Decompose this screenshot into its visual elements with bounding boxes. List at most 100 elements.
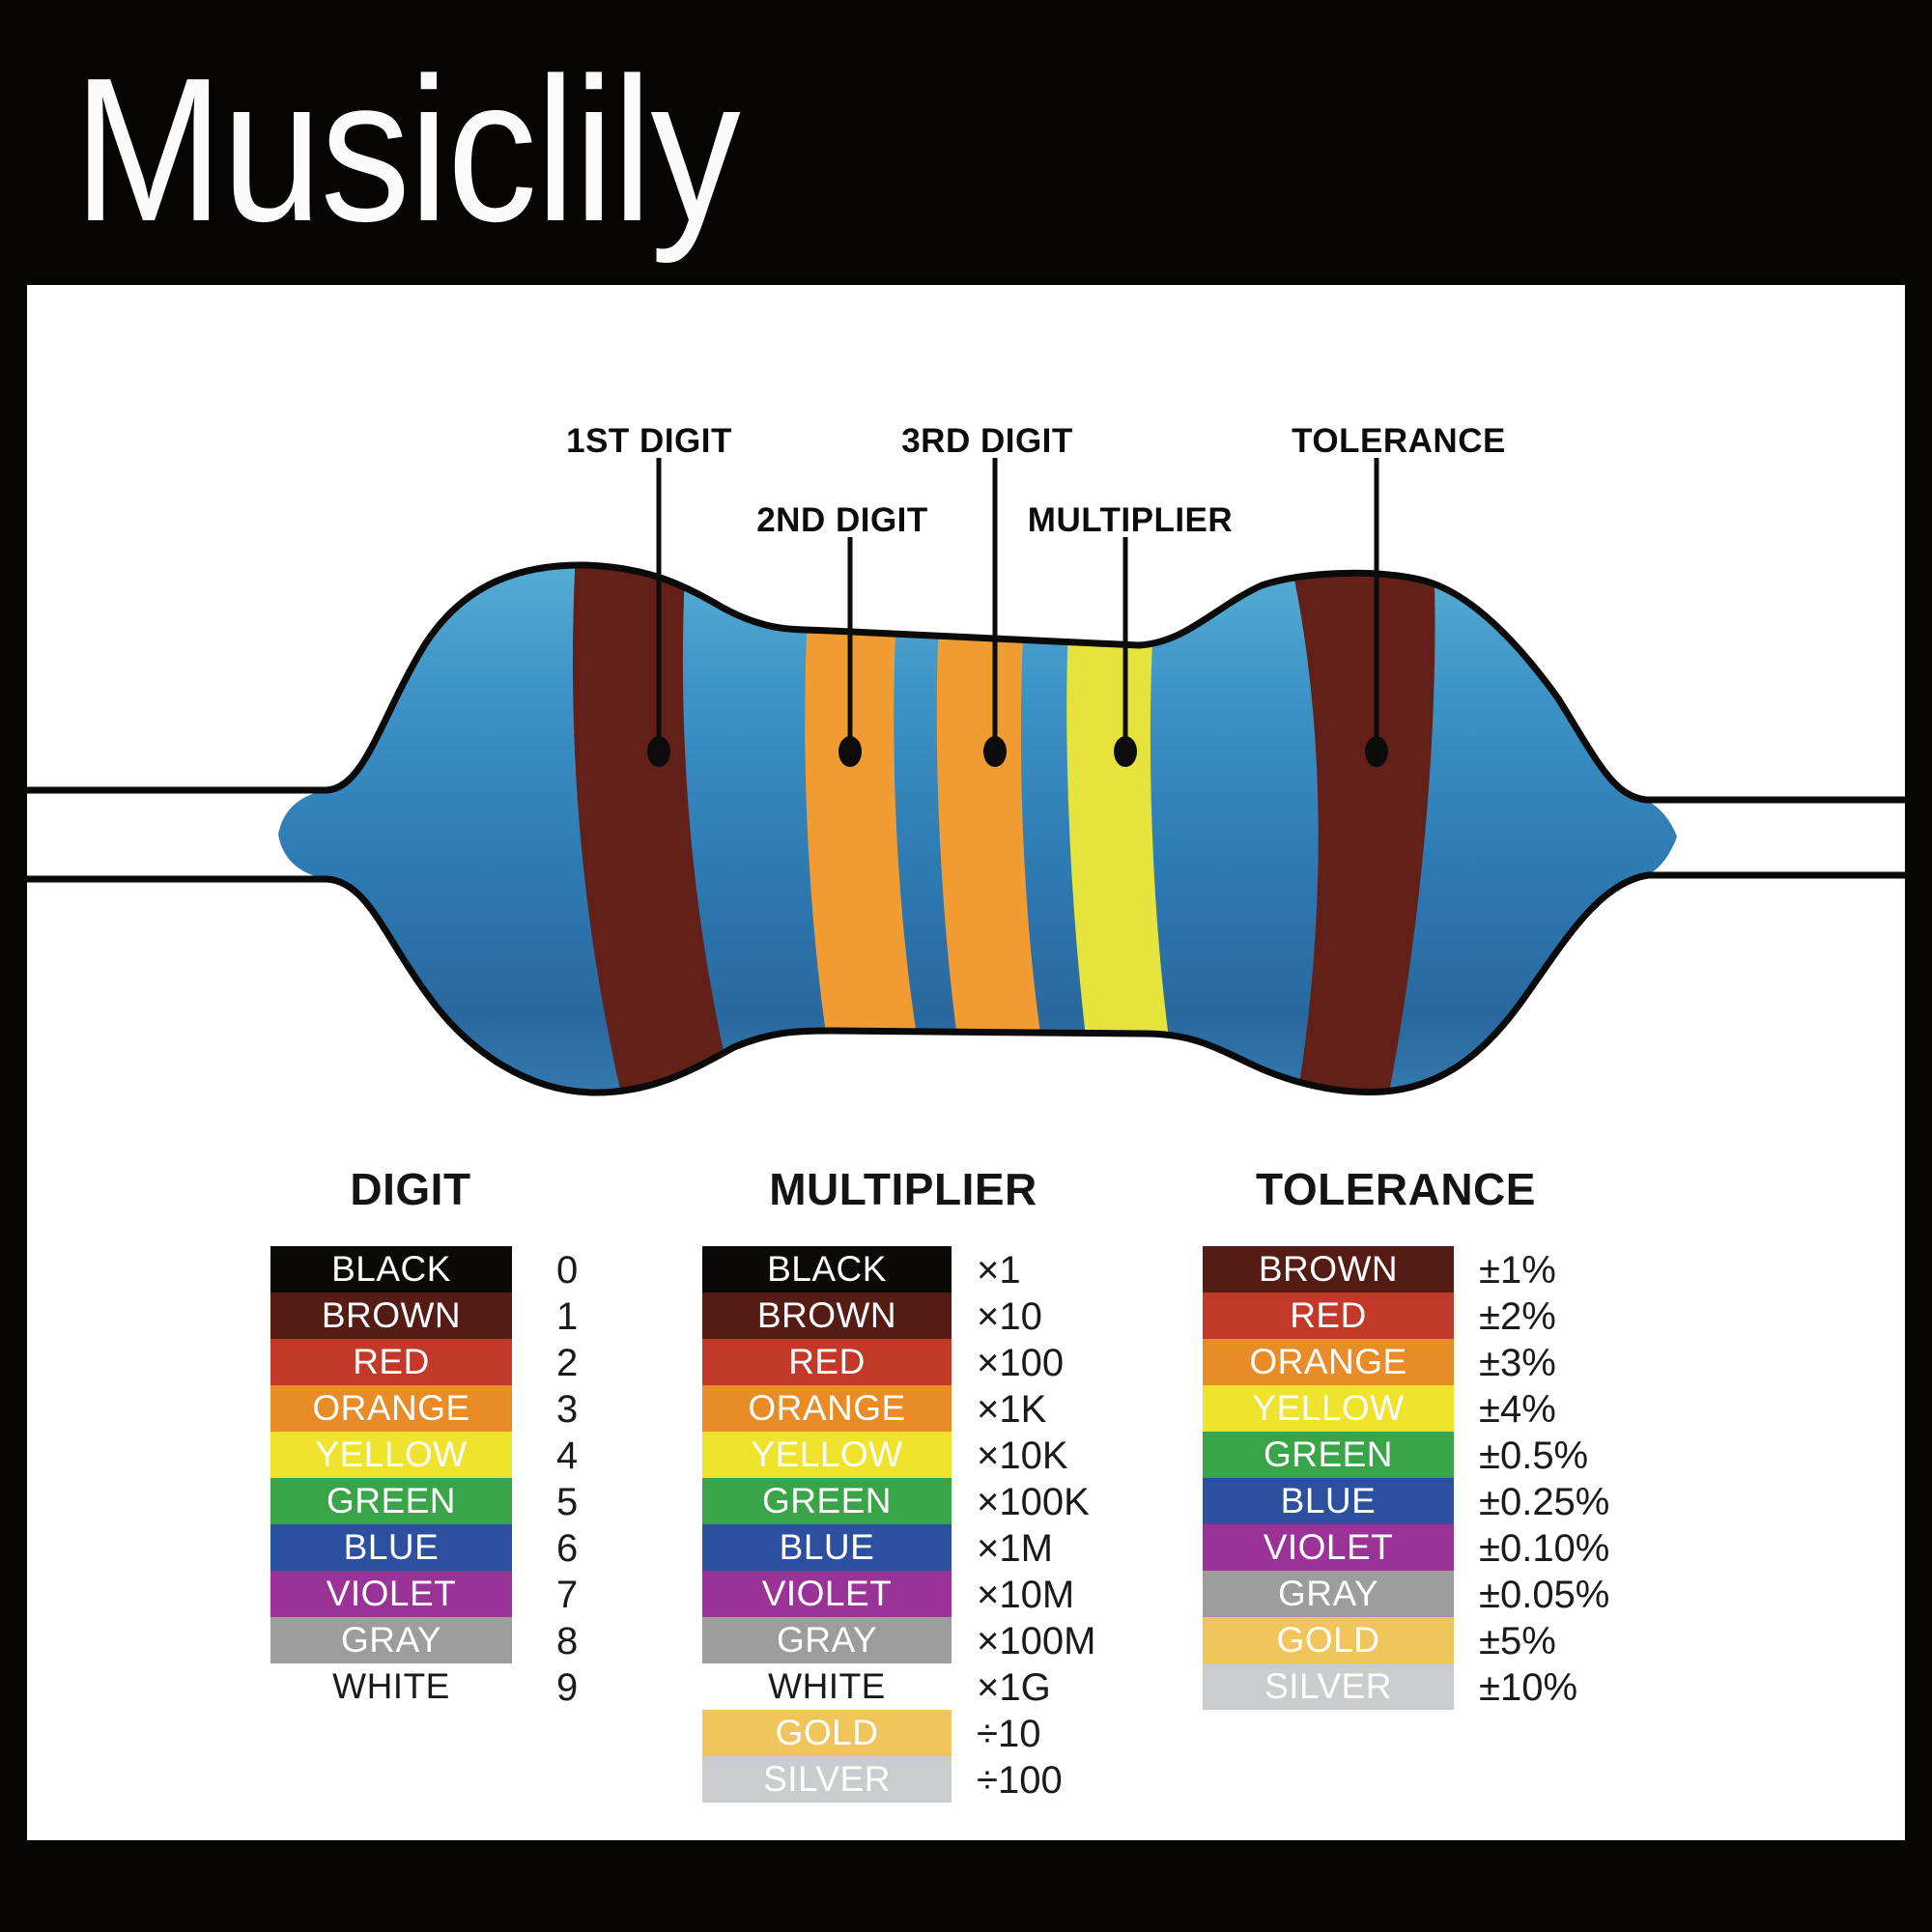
color-swatch: BLUE bbox=[1203, 1478, 1454, 1524]
color-swatch: SILVER bbox=[1203, 1663, 1454, 1710]
table-row: GREEN ±0.5% bbox=[1203, 1432, 1609, 1478]
color-name: BROWN bbox=[756, 1295, 897, 1335]
color-name: WHITE bbox=[332, 1666, 450, 1706]
row-value: ÷100 bbox=[977, 1759, 1063, 1802]
row-value: ±0.5% bbox=[1479, 1435, 1589, 1477]
color-name: GREEN bbox=[761, 1481, 893, 1520]
color-swatch: ORANGE bbox=[702, 1385, 952, 1432]
table-row: BLACK ×1 bbox=[702, 1246, 1095, 1293]
color-swatch: GRAY bbox=[1203, 1571, 1454, 1617]
table-row: YELLOW ×10K bbox=[702, 1432, 1095, 1478]
color-swatch: BLUE bbox=[270, 1524, 512, 1571]
table-row: RED ±2% bbox=[1203, 1293, 1609, 1339]
table-row: BROWN ±1% bbox=[1203, 1246, 1609, 1293]
row-value: ×100K bbox=[977, 1481, 1090, 1523]
table-row: ORANGE ±3% bbox=[1203, 1339, 1609, 1385]
table-row: GOLD ÷10 bbox=[702, 1710, 1095, 1756]
color-name: YELLOW bbox=[751, 1435, 903, 1474]
row-value: 8 bbox=[556, 1620, 579, 1662]
row-value: ±3% bbox=[1479, 1342, 1556, 1384]
color-name: GOLD bbox=[1276, 1620, 1380, 1660]
row-value: 2 bbox=[556, 1342, 579, 1384]
table-row: GREEN 5 bbox=[270, 1478, 578, 1524]
color-name: GRAY bbox=[340, 1620, 442, 1660]
table-row: GRAY ±0.05% bbox=[1203, 1571, 1609, 1617]
color-name: RED bbox=[353, 1342, 430, 1381]
row-value: ±1% bbox=[1479, 1249, 1556, 1292]
color-swatch: BROWN bbox=[1203, 1246, 1454, 1293]
row-value: ±4% bbox=[1479, 1388, 1556, 1431]
table-row: BLUE 6 bbox=[270, 1524, 578, 1571]
color-swatch: BLACK bbox=[270, 1246, 512, 1293]
row-value: ±0.10% bbox=[1479, 1527, 1610, 1570]
table-row: VIOLET ×10M bbox=[702, 1571, 1095, 1617]
table-row: BLACK 0 bbox=[270, 1246, 578, 1293]
row-value: ×10 bbox=[977, 1295, 1042, 1338]
color-name: BROWN bbox=[1258, 1249, 1399, 1289]
table-row: RED ×100 bbox=[702, 1339, 1095, 1385]
tolerance-table-header: TOLERANCE bbox=[1256, 1164, 1536, 1214]
color-swatch: GOLD bbox=[1203, 1617, 1454, 1663]
brand-title: Musiclily bbox=[73, 35, 741, 264]
color-name: GRAY bbox=[776, 1620, 878, 1660]
color-swatch: BLUE bbox=[702, 1524, 952, 1571]
table-row: GOLD ±5% bbox=[1203, 1617, 1609, 1663]
digit-table: BLACK 0 BROWN 1 RED 2 ORANGE 3 YELLOW 4 GREEN 5 BLUE… bbox=[270, 1246, 578, 1710]
color-swatch: YELLOW bbox=[702, 1432, 952, 1478]
row-value: ×1K bbox=[977, 1388, 1047, 1431]
color-name: YELLOW bbox=[315, 1435, 468, 1474]
multiplier-table: BLACK ×1 BROWN ×10 RED ×100 ORANGE ×1K YELLOW ×10… bbox=[702, 1246, 1095, 1803]
color-swatch: BLACK bbox=[702, 1246, 952, 1293]
color-name: ORANGE bbox=[312, 1388, 470, 1428]
table-row: BROWN 1 bbox=[270, 1293, 578, 1339]
color-name: BLACK bbox=[331, 1249, 451, 1289]
table-row: WHITE ×1G bbox=[702, 1663, 1095, 1710]
color-name: BLUE bbox=[343, 1527, 440, 1567]
multiplier-table-header: MULTIPLIER bbox=[769, 1164, 1037, 1214]
row-value: ×100 bbox=[977, 1342, 1065, 1384]
color-swatch: VIOLET bbox=[270, 1571, 512, 1617]
color-swatch: YELLOW bbox=[1203, 1385, 1454, 1432]
color-name: VIOLET bbox=[761, 1574, 893, 1613]
table-row: BLUE ×1M bbox=[702, 1524, 1095, 1571]
row-value: 1 bbox=[556, 1295, 579, 1338]
row-value: 0 bbox=[556, 1249, 579, 1292]
table-row: GRAY ×100M bbox=[702, 1617, 1095, 1663]
row-value: 3 bbox=[556, 1388, 579, 1431]
row-value: 5 bbox=[556, 1481, 579, 1523]
color-name: RED bbox=[1290, 1295, 1367, 1335]
color-name: GOLD bbox=[775, 1713, 879, 1752]
color-swatch: WHITE bbox=[702, 1663, 952, 1710]
color-swatch: BROWN bbox=[702, 1293, 952, 1339]
color-name: RED bbox=[788, 1342, 866, 1381]
color-swatch: RED bbox=[702, 1339, 952, 1385]
row-value: ±0.05% bbox=[1479, 1574, 1610, 1616]
color-swatch: VIOLET bbox=[702, 1571, 952, 1617]
color-swatch: GOLD bbox=[702, 1710, 952, 1756]
color-name: ORANGE bbox=[1249, 1342, 1407, 1381]
table-row: RED 2 bbox=[270, 1339, 578, 1385]
color-name: YELLOW bbox=[1252, 1388, 1405, 1428]
row-value: ±5% bbox=[1479, 1620, 1556, 1662]
row-value: ±2% bbox=[1479, 1295, 1556, 1338]
color-name: BLUE bbox=[1280, 1481, 1377, 1520]
digit-table-header: DIGIT bbox=[350, 1164, 471, 1214]
color-name: BROWN bbox=[321, 1295, 462, 1335]
color-swatch: VIOLET bbox=[1203, 1524, 1454, 1571]
color-name: SILVER bbox=[1264, 1666, 1392, 1706]
row-value: ×1 bbox=[977, 1249, 1021, 1292]
table-row: GRAY 8 bbox=[270, 1617, 578, 1663]
color-swatch: GRAY bbox=[270, 1617, 512, 1663]
color-name: WHITE bbox=[768, 1666, 886, 1706]
color-name: SILVER bbox=[763, 1759, 891, 1799]
color-swatch: GREEN bbox=[702, 1478, 952, 1524]
color-name: GREEN bbox=[1263, 1435, 1394, 1474]
color-name: GRAY bbox=[1277, 1574, 1379, 1613]
color-name: VIOLET bbox=[326, 1574, 457, 1613]
table-row: SILVER ±10% bbox=[1203, 1663, 1609, 1710]
table-row: ORANGE 3 bbox=[270, 1385, 578, 1432]
color-swatch: RED bbox=[1203, 1293, 1454, 1339]
color-name: BLUE bbox=[779, 1527, 875, 1567]
tolerance-table: BROWN ±1% RED ±2% ORANGE ±3% YELLOW ±4% GREEN ±0.… bbox=[1203, 1246, 1609, 1710]
table-row: BROWN ×10 bbox=[702, 1293, 1095, 1339]
